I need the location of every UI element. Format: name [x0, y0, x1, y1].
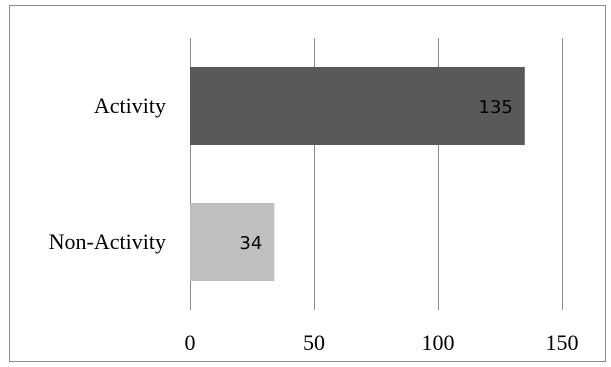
- category-label-non-activity: Non-Activity: [49, 229, 166, 254]
- bar-activity: [190, 67, 525, 145]
- category-label-activity: Activity: [94, 93, 166, 118]
- x-tick-label-150: 150: [546, 330, 579, 355]
- data-label-activity: 135: [478, 97, 512, 118]
- x-tick-label-100: 100: [422, 330, 455, 355]
- bars: [190, 67, 525, 281]
- bar-non-activity: [190, 203, 275, 281]
- x-tick-label-0: 0: [185, 330, 196, 355]
- chart-frame: [9, 5, 606, 362]
- labels: 0 50 100 150 Activity 135 Non-Activity 34: [49, 93, 579, 355]
- x-tick-label-50: 50: [303, 330, 325, 355]
- data-label-non-activity: 34: [239, 233, 262, 254]
